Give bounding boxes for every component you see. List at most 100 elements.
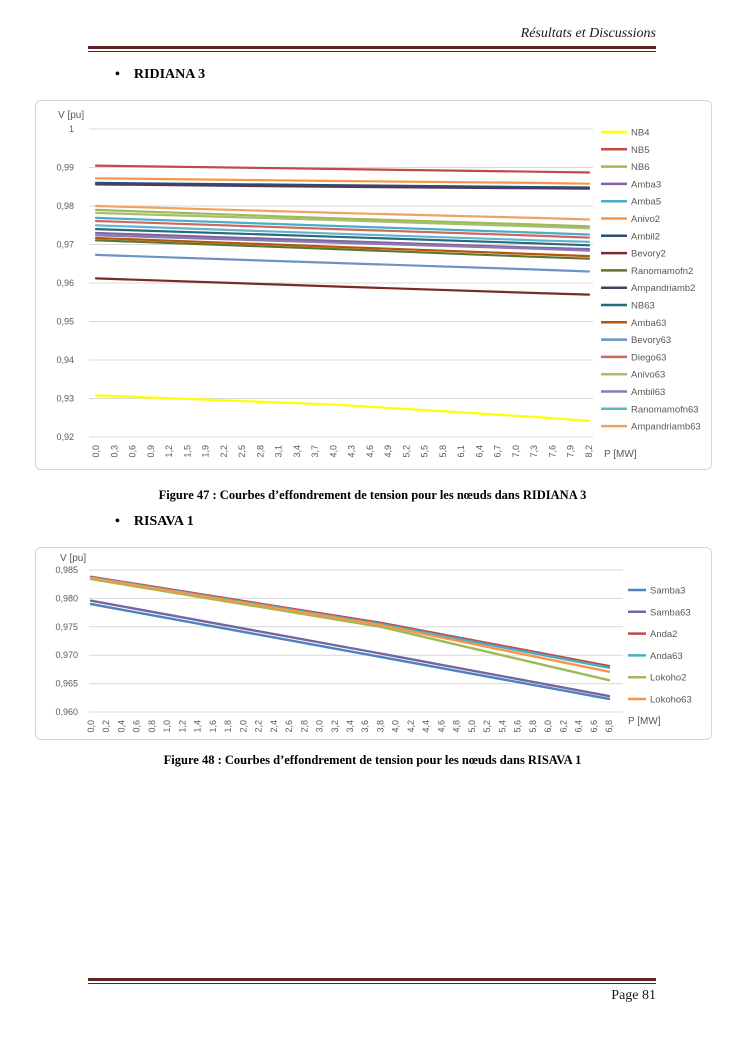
series-line-nb4 (94, 394, 591, 422)
x-axis-tick-label: 1,0 (162, 720, 172, 733)
x-axis-tick-label: 2,8 (299, 720, 309, 733)
y-axis-tick-label: 0,96 (56, 278, 74, 288)
x-axis-tick-label: 3,0 (315, 720, 325, 733)
section-heading-ridiana3: • RIDIANA 3 (115, 67, 205, 83)
y-axis-tick-label: 0,975 (55, 622, 78, 632)
x-axis-tick-label: 1,9 (201, 445, 211, 458)
section-heading-label: RISAVA 1 (133, 514, 194, 529)
series-line-nb63 (94, 228, 591, 247)
series-line-lokoho63 (89, 576, 611, 673)
x-axis-tick-label: 0,9 (146, 445, 156, 458)
x-axis-tick-label: 4,9 (383, 445, 393, 458)
y-axis-tick-label: 0,97 (56, 240, 74, 250)
x-axis-tick-label: 0,4 (117, 720, 127, 733)
x-axis-tick-label: 1,6 (208, 720, 218, 733)
x-axis-tick-label: 2,2 (219, 445, 229, 458)
header-rule-thin-line (88, 51, 656, 52)
x-axis-tick-label: 0,0 (86, 720, 96, 733)
x-axis-tick-label: 0,0 (91, 445, 101, 458)
x-axis-tick-label: 6,7 (493, 445, 503, 458)
legend-label-anivo2: Anivo2 (631, 214, 660, 225)
x-axis-tick-label: 3,1 (274, 445, 284, 458)
series-line-ambil63 (94, 234, 591, 252)
x-axis-tick-label: 4,2 (406, 720, 416, 733)
x-axis-tick-label: 4,3 (347, 445, 357, 458)
legend-label-anda63: Anda63 (650, 651, 683, 662)
legend-label-bevory63: Bevory63 (631, 335, 671, 346)
x-axis-tick-label: 1,8 (223, 720, 233, 733)
x-axis-tick-label: 2,4 (269, 720, 279, 733)
x-axis-tick-label: 3,8 (376, 720, 386, 733)
x-axis-tick-label: 1,4 (193, 720, 203, 733)
figure-48-caption: Figure 48 : Courbes d’effondrement de te… (163, 753, 582, 767)
x-axis-tick-label: 6,0 (543, 720, 553, 733)
legend-label-ambil2: Ambil2 (631, 231, 660, 242)
x-axis-tick-label: 5,6 (513, 720, 523, 733)
legend-label-ranomamofn63: Ranomamofn63 (631, 404, 699, 415)
series-line-nb5 (94, 164, 591, 174)
x-axis-tick-label: 0,3 (109, 445, 119, 458)
x-axis-tick-label: 4,6 (436, 720, 446, 733)
x-axis-tick-label: 5,4 (497, 720, 507, 733)
voltage-collapse-chart-risava1: 0,985 0,980 0,975 0,970 0,965 0,960 0,0 0,2 0,4 0… (35, 547, 712, 740)
x-axis-tick-label: 4,0 (328, 445, 338, 458)
legend-label-ampandriamb2: Ampandriamb2 (631, 283, 695, 294)
x-axis-tick-label: 6,8 (604, 720, 614, 733)
page-number: Page 81 (611, 988, 656, 1003)
series-line-anivo63 (94, 211, 591, 230)
header-rule-thick-line (88, 46, 656, 49)
x-axis-tick-label: 6,6 (589, 720, 599, 733)
legend-label-amba5: Amba5 (631, 197, 661, 208)
footer-rule-thick-line (88, 978, 656, 981)
series-line-ampandriamb2 (94, 183, 591, 190)
series-line-amba63 (94, 236, 591, 258)
x-axis-tick-label: 4,8 (452, 720, 462, 733)
y-axis-tick-label: 0,99 (56, 163, 74, 173)
x-axis-tick-label: 0,8 (147, 720, 157, 733)
x-axis-tick-label: 4,6 (365, 445, 375, 458)
x-axis-tick-label: 7,3 (529, 445, 539, 458)
x-axis-tick-label: 1,5 (182, 445, 192, 458)
x-axis-tick-label: 4,0 (391, 720, 401, 733)
x-axis-tick-label: 0,6 (128, 445, 138, 458)
series-line-bevory2 (94, 277, 591, 296)
series-line-ranomamofn63 (94, 224, 591, 243)
y-axis-tick-label: 0,970 (55, 650, 78, 660)
legend-label-ranomamofn2: Ranomamofn2 (631, 266, 693, 277)
x-axis-tick-label: 1,2 (164, 445, 174, 458)
series-line-ranomamofn2 (94, 239, 591, 260)
y-axis-title: V [pu] (58, 110, 84, 121)
legend-label-nb4: NB4 (631, 128, 649, 139)
legend-label-ambil63: Ambil63 (631, 387, 665, 398)
page-header-title: Résultats et Discussions (520, 26, 656, 41)
x-axis-tick-label: 6,2 (558, 720, 568, 733)
series-line-diego63 (94, 219, 591, 239)
x-axis-tick-label: 4,4 (421, 720, 431, 733)
series-line-ambil2 (94, 181, 591, 189)
legend-label-nb5: NB5 (631, 145, 649, 156)
figure-47-caption: Figure 47 : Courbes d’effondrement de te… (158, 488, 587, 502)
x-axis-tick-label: 2,8 (255, 445, 265, 458)
ridiana3-chart-canvas: 1 0,99 0,98 0,97 0,96 0,95 0,94 0,93 0,92 0,0 0,3 0… (56, 110, 701, 460)
y-axis-tick-label: 0,98 (56, 201, 74, 211)
x-axis-tick-label: 5,8 (528, 720, 538, 733)
y-axis-tick-label: 0,960 (55, 707, 78, 717)
x-axis-tick-label: 1,2 (177, 720, 187, 733)
series-line-bevory63 (94, 253, 591, 273)
y-axis-tick-label: 0,93 (56, 394, 74, 404)
x-axis-tick-label: 2,6 (284, 720, 294, 733)
series-line-amba5 (94, 216, 591, 236)
y-axis-tick-label: 0,980 (55, 593, 78, 603)
x-axis-tick-label: 3,7 (310, 445, 320, 458)
legend-label-ampandriamb63: Ampandriamb63 (631, 422, 701, 433)
x-axis-tick-label: 2,0 (238, 720, 248, 733)
header-rule (88, 46, 656, 52)
y-axis-tick-label: 0,965 (55, 679, 78, 689)
y-axis-tick-label: 0,985 (55, 565, 78, 575)
risava1-chart-canvas: 0,985 0,980 0,975 0,970 0,965 0,960 0,0 0,2 0,4 0… (55, 553, 691, 733)
bullet-icon: • (115, 67, 120, 82)
legend-label-anda2: Anda2 (650, 629, 677, 640)
series-line-samba3 (89, 602, 611, 701)
x-axis-title: P [MW] (604, 449, 637, 460)
